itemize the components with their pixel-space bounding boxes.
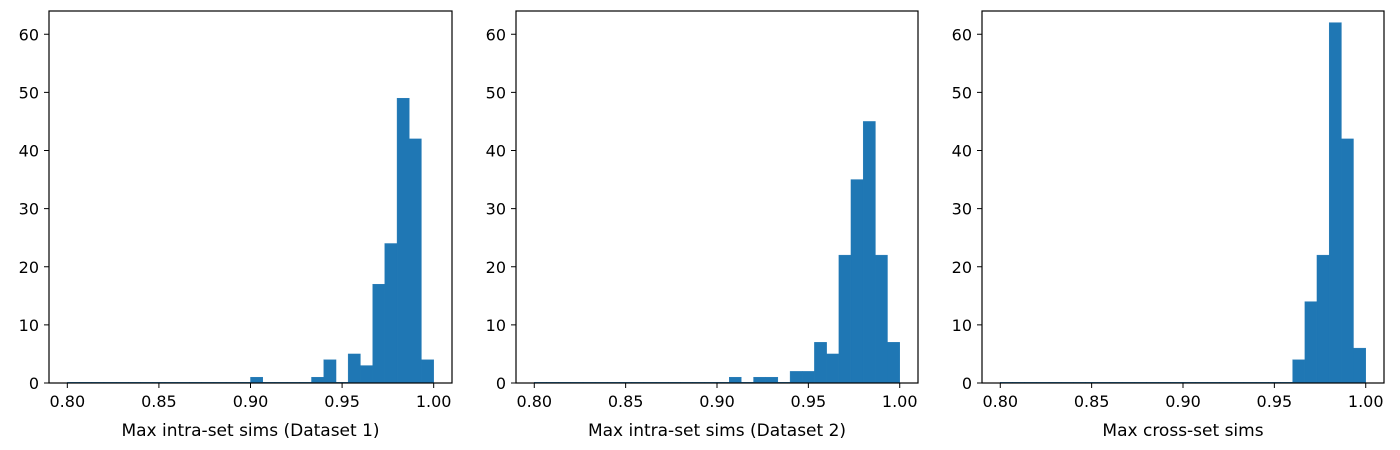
y-tick-label: 30 [486, 200, 506, 219]
y-tick-label: 50 [19, 83, 39, 102]
histogram-bar [360, 365, 373, 384]
histogram-bar [753, 376, 766, 384]
y-tick-label: 0 [962, 374, 972, 393]
x-tick-label: 0.80 [516, 392, 552, 411]
histogram-panel-3: 0.80 0.85 0.90 0.95 1.00 0 10 20 30 40 50 60 Max cro… [952, 10, 1385, 441]
x-tick-label: 0.90 [699, 392, 735, 411]
x-tick-label: 0.90 [233, 392, 269, 411]
histogram-bar [384, 243, 398, 384]
histogram-bar [409, 138, 422, 384]
histogram-bar [826, 353, 840, 384]
x-tick-label: 1.00 [416, 392, 452, 411]
histogram-bar [1316, 254, 1330, 384]
y-tick-label: 20 [486, 258, 506, 277]
x-axis-label: Max intra-set sims (Dataset 2) [588, 421, 846, 441]
histogram-panel-1: 0.80 0.85 0.90 0.95 1.00 0 10 20 30 40 50 60 Max int… [19, 10, 453, 441]
histogram-bar [838, 254, 852, 384]
y-tick-label: 50 [486, 83, 506, 102]
y-tick-label: 10 [952, 316, 972, 335]
x-axis-label: Max cross-set sims [1102, 421, 1263, 441]
x-tick-label: 0.95 [791, 392, 827, 411]
x-tick-label: 1.00 [1348, 392, 1384, 411]
histogram-bar [347, 353, 361, 384]
x-tick-label: 0.80 [982, 392, 1018, 411]
histogram-bar [1328, 22, 1342, 384]
y-tick-label: 20 [952, 258, 972, 277]
x-tick-label: 1.00 [882, 392, 918, 411]
x-tick-label: 0.80 [50, 392, 86, 411]
histogram-bar [789, 371, 803, 384]
histogram-bar [765, 376, 779, 384]
histogram-bar [802, 371, 815, 384]
y-tick-label: 60 [19, 25, 39, 44]
histogram-bar [396, 97, 410, 384]
histogram-bar [323, 359, 337, 384]
histogram-bar [372, 283, 385, 384]
histogram-bar [1292, 359, 1306, 384]
histogram-bar [729, 376, 742, 384]
y-tick-label: 40 [486, 142, 506, 161]
histogram-bar [814, 342, 827, 384]
x-tick-label: 0.90 [1165, 392, 1201, 411]
y-tick-label: 60 [486, 25, 506, 44]
x-axis-label: Max intra-set sims (Dataset 1) [121, 421, 379, 441]
histogram-bar [421, 359, 434, 384]
histogram-bar [311, 376, 324, 384]
x-tick-label: 0.85 [1074, 392, 1110, 411]
y-tick-label: 0 [496, 374, 506, 393]
x-tick-label: 0.95 [1257, 392, 1293, 411]
y-tick-label: 20 [19, 258, 39, 277]
y-tick-label: 60 [952, 25, 972, 44]
y-tick-label: 0 [29, 374, 39, 393]
x-tick-label: 0.85 [608, 392, 644, 411]
histogram-bar [250, 376, 263, 384]
histogram-bar [1353, 347, 1366, 384]
histogram-panel-2: 0.80 0.85 0.90 0.95 1.00 0 10 20 30 40 50 60 Max int… [486, 10, 919, 441]
y-tick-label: 10 [486, 316, 506, 335]
histogram-bar [1341, 138, 1354, 384]
y-tick-label: 10 [19, 316, 39, 335]
y-tick-label: 50 [952, 83, 972, 102]
y-tick-label: 30 [19, 200, 39, 219]
histogram-bar [1304, 301, 1318, 384]
histogram-bar [887, 342, 900, 384]
x-tick-label: 0.95 [324, 392, 360, 411]
x-tick-label: 0.85 [141, 392, 177, 411]
y-tick-label: 40 [19, 142, 39, 161]
histogram-bar [862, 121, 876, 384]
histogram-bar [850, 179, 864, 384]
y-tick-label: 30 [952, 200, 972, 219]
y-tick-label: 40 [952, 142, 972, 161]
histogram-bar [875, 254, 888, 384]
